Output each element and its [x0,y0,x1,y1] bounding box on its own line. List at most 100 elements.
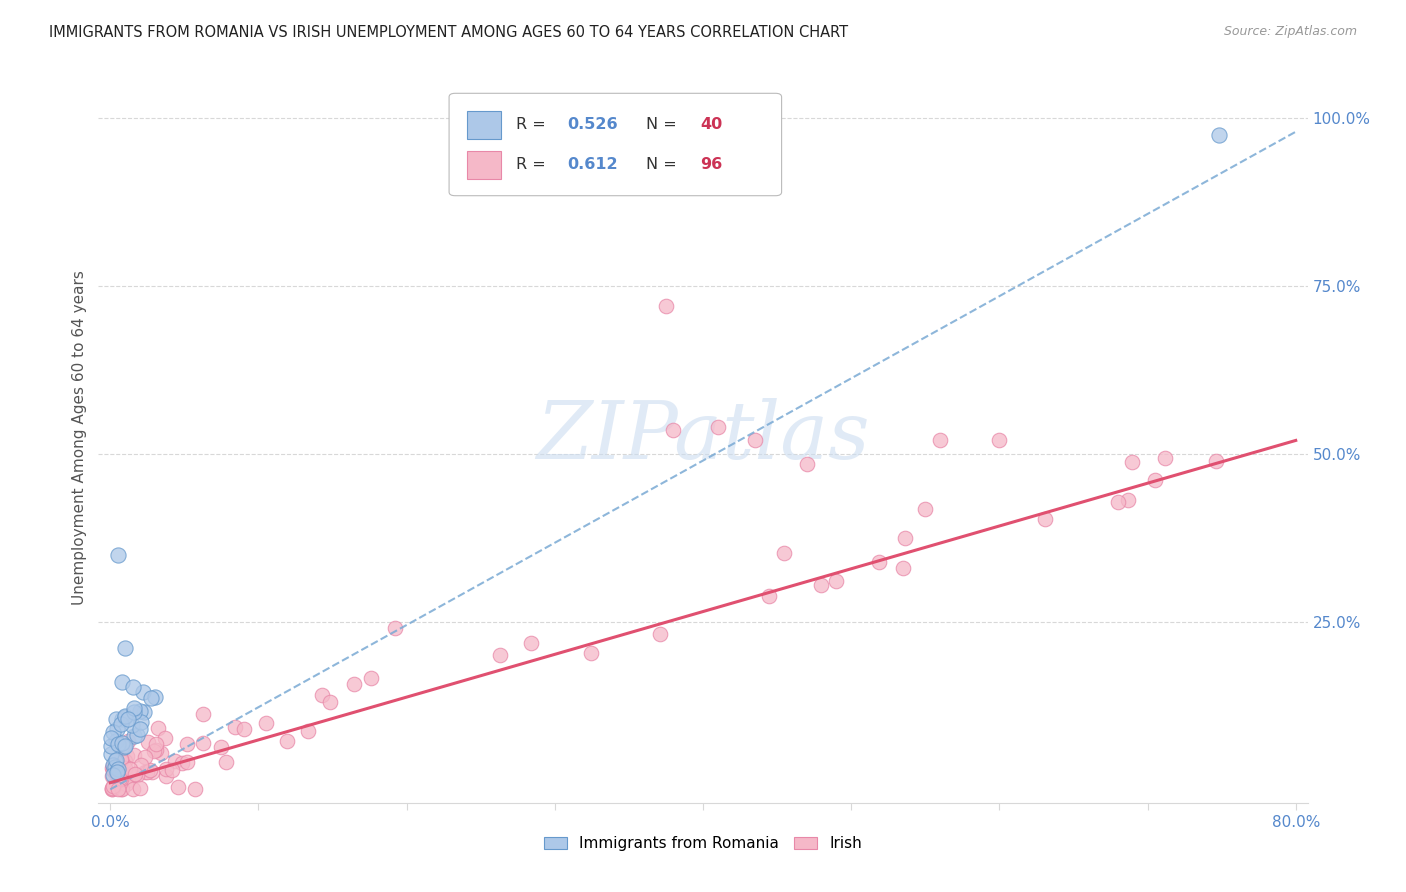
Text: 96: 96 [700,158,723,172]
Point [136,765,159,780]
Point [122,701,145,715]
Point [894,531,917,545]
Point [183,782,205,797]
Point [662,423,685,437]
Point [101,758,124,772]
Point [162,763,184,777]
Point [825,574,848,589]
Point [100,761,122,775]
Point [758,589,780,603]
Point [311,688,333,702]
Point [114,761,136,775]
Point [101,781,124,796]
Point [1121,455,1143,469]
Point [114,739,136,754]
Point [121,680,143,694]
Point [172,756,194,771]
Point [276,734,298,748]
Point [104,754,127,768]
Point [110,754,132,768]
Legend: Immigrants from Romania, Irish: Immigrants from Romania, Irish [538,830,868,857]
Y-axis label: Unemployment Among Ages 60 to 64 years: Unemployment Among Ages 60 to 64 years [72,269,87,605]
Point [101,768,124,782]
Point [176,737,198,751]
Point [115,777,138,791]
Point [773,546,796,560]
Point [155,769,177,783]
Text: Source: ZipAtlas.com: Source: ZipAtlas.com [1223,25,1357,38]
Point [1205,454,1227,468]
Point [121,718,143,732]
Point [112,756,135,770]
Point [360,671,382,685]
Point [153,731,176,745]
Point [129,780,152,795]
Point [1118,492,1140,507]
Point [579,646,602,660]
Point [107,548,129,562]
Point [319,694,342,708]
Point [143,744,166,758]
Point [104,753,127,767]
Point [111,782,134,797]
Point [868,555,890,569]
Point [115,748,138,763]
Point [122,782,145,797]
Point [122,730,145,744]
Point [103,758,125,772]
Point [744,434,766,448]
Point [134,750,156,764]
Point [110,771,132,785]
Point [118,763,141,777]
Point [891,561,914,575]
Point [141,764,163,779]
Bar [467,151,501,179]
Point [488,648,510,663]
Text: R =: R = [516,158,551,172]
Point [232,722,254,736]
Point [125,728,148,742]
Point [128,704,150,718]
Point [136,735,159,749]
Point [110,717,132,731]
Point [103,725,125,739]
Point [111,675,134,690]
Point [655,299,678,313]
Point [107,782,129,797]
Point [297,724,319,739]
Point [224,720,246,734]
Point [146,721,169,735]
Point [129,722,152,736]
Point [114,708,136,723]
Point [124,767,146,781]
Text: ZIPatlas: ZIPatlas [536,399,870,475]
Text: IMMIGRANTS FROM ROMANIA VS IRISH UNEMPLOYMENT AMONG AGES 60 TO 64 YEARS CORRELAT: IMMIGRANTS FROM ROMANIA VS IRISH UNEMPLO… [49,25,848,40]
Text: R =: R = [516,117,551,132]
Point [214,755,236,769]
Point [145,737,167,751]
Point [105,764,128,779]
Point [107,762,129,776]
Point [101,763,124,777]
Point [122,705,145,719]
Point [117,772,139,787]
Point [105,734,128,748]
Point [100,739,122,753]
Point [810,578,832,592]
Text: N =: N = [647,158,682,172]
Point [176,755,198,769]
Point [100,781,122,796]
Point [796,457,818,471]
Point [121,768,143,782]
Point [129,714,152,729]
Text: N =: N = [647,117,682,132]
Point [131,757,153,772]
Point [110,752,132,766]
Point [114,710,136,724]
Point [343,677,366,691]
Point [100,747,122,762]
Point [1143,473,1166,487]
Point [110,766,132,780]
Point [139,763,162,777]
Point [193,736,215,750]
